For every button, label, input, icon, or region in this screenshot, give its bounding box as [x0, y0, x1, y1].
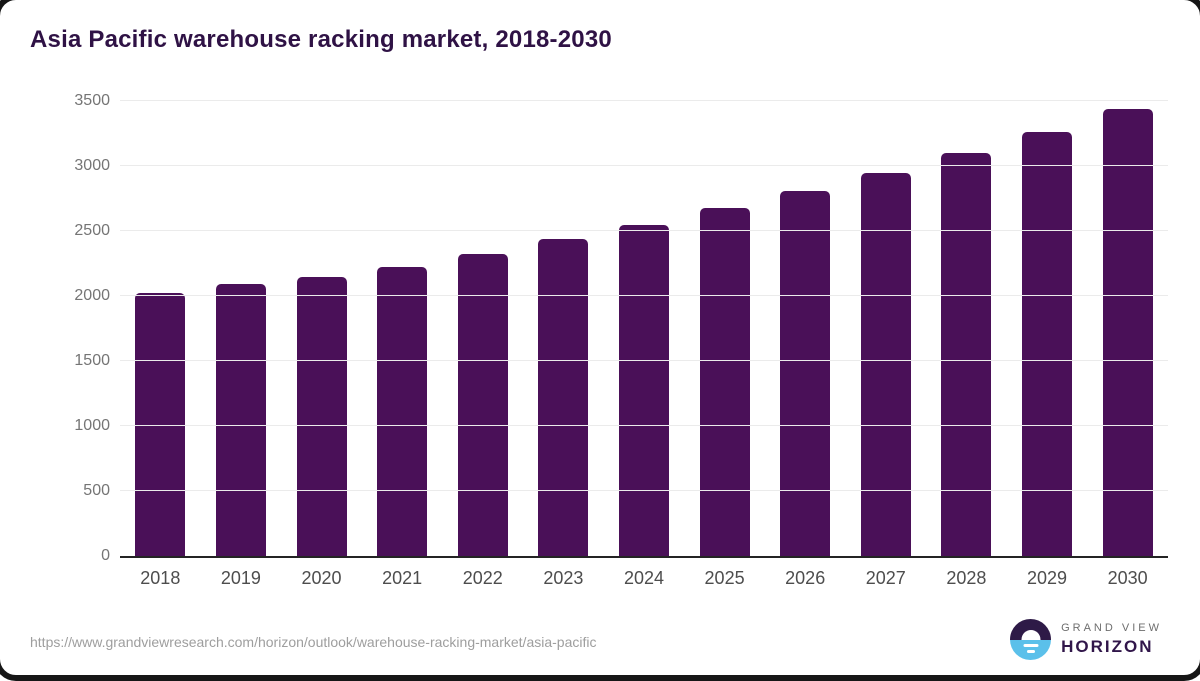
y-tick-label-1000: 1000 [74, 417, 110, 434]
plot-area: Market Size (US$M) 050010001500200025003… [74, 92, 1168, 564]
logo-sun-dome [1021, 629, 1041, 640]
x-tick-label-2018: 2018 [140, 568, 181, 588]
x-tick-label-2020: 2020 [301, 568, 342, 588]
bar-slot-2018 [120, 103, 201, 556]
gridline-3500 [120, 100, 1168, 101]
bar-2018 [135, 292, 186, 556]
bar-2027 [860, 172, 911, 556]
y-tick-label-500: 500 [83, 482, 110, 499]
gridline-1500 [120, 360, 1168, 361]
bar-slot-2020 [281, 103, 362, 556]
bar-2023 [538, 239, 589, 556]
bar-slot-2028 [926, 103, 1007, 556]
bar-slot-2024 [604, 103, 685, 556]
gridline-2500 [120, 230, 1168, 231]
gridline-3000 [120, 165, 1168, 166]
x-labels-row: 2018 2019 2020 2021 2022 2023 2024 2025 2026 2027… [120, 568, 1168, 589]
y-tick-label-2500: 2500 [74, 222, 110, 239]
y-tick-label-1500: 1500 [74, 352, 110, 369]
grand-view-horizon-logo: GRAND VIEW HORIZON [1010, 619, 1162, 660]
brand-name-bottom: HORIZON [1061, 636, 1154, 656]
logo-sea-half [1010, 639, 1052, 660]
x-tick-label-2023: 2023 [543, 568, 584, 588]
bar-2021 [377, 266, 428, 556]
bar-2029 [1022, 131, 1072, 556]
x-tick-label-2022: 2022 [462, 568, 503, 588]
bar-slot-2021 [362, 103, 443, 556]
bar-slot-2027 [845, 103, 926, 556]
bar-slot-2023 [523, 103, 604, 556]
horizon-sunrise-icon [1010, 619, 1052, 660]
bar-slot-2026 [765, 103, 846, 556]
x-tick-label-2025: 2025 [704, 568, 745, 588]
bar-2024 [618, 225, 669, 556]
bar-2030 [1102, 108, 1153, 556]
x-tick-label-2021: 2021 [382, 568, 423, 588]
bar-2028 [941, 153, 992, 556]
y-tick-label-3500: 3500 [74, 92, 110, 109]
logo-reflection-line-2 [1026, 650, 1035, 653]
bar-slot-2022 [442, 103, 523, 556]
bar-2026 [780, 190, 831, 556]
bars-row [120, 103, 1168, 556]
logo-reflection-line-1 [1023, 644, 1039, 647]
gridline-1000 [120, 425, 1168, 426]
bar-slot-2025 [684, 103, 765, 556]
gridline-2000 [120, 295, 1168, 296]
brand-name-top: GRAND VIEW [1061, 622, 1162, 634]
bar-2019 [215, 283, 266, 556]
chart-title: Asia Pacific warehouse racking market, 2… [30, 26, 612, 53]
x-tick-label-2030: 2030 [1107, 568, 1148, 588]
bar-2022 [457, 253, 508, 556]
x-tick-label-2019: 2019 [220, 568, 261, 588]
y-tick-label-3000: 3000 [74, 157, 110, 174]
bar-2025 [699, 208, 750, 556]
source-url: https://www.grandviewresearch.com/horizo… [30, 634, 597, 650]
bar-2020 [296, 277, 347, 556]
x-tick-label-2028: 2028 [946, 568, 987, 588]
y-tick-label-2000: 2000 [74, 287, 110, 304]
y-tick-label-0: 0 [101, 547, 110, 564]
logo-text: GRAND VIEW HORIZON [1061, 622, 1162, 657]
x-tick-label-2029: 2029 [1026, 568, 1068, 588]
x-tick-label-2027: 2027 [865, 568, 906, 588]
bar-slot-2019 [201, 103, 282, 556]
bar-slot-2029 [1007, 103, 1088, 556]
bar-slot-2030 [1087, 103, 1168, 556]
gridline-500 [120, 490, 1168, 491]
x-tick-label-2026: 2026 [785, 568, 826, 588]
logo-sky-half [1010, 619, 1052, 640]
x-tick-label-2024: 2024 [623, 568, 664, 588]
